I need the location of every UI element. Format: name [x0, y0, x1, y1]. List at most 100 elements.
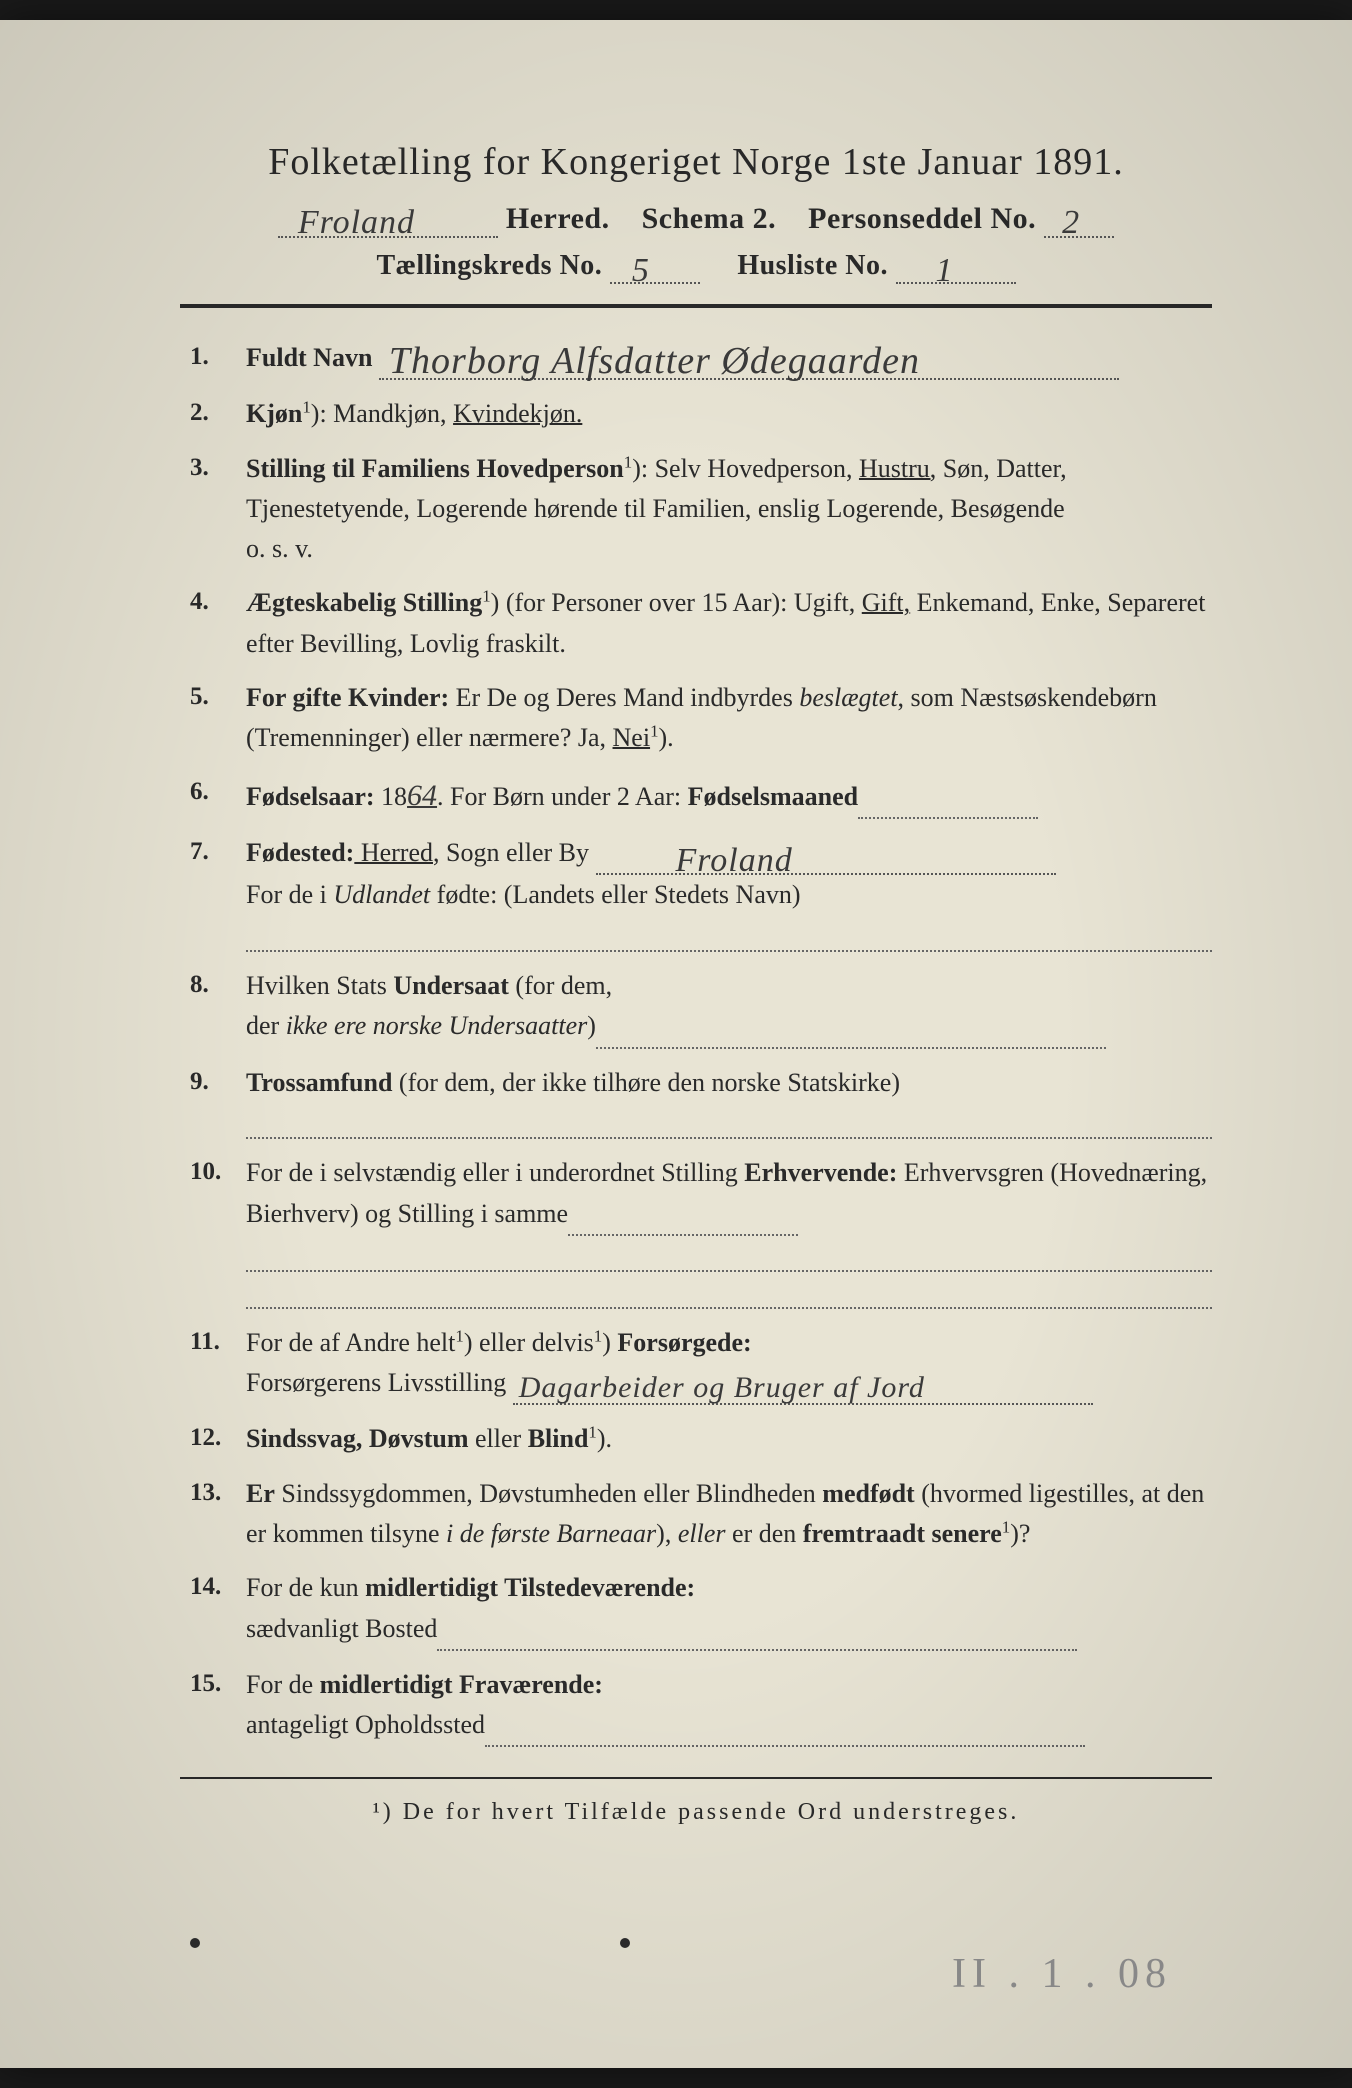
item-7: 7. Fødested: Herred, Sogn eller By Frola…	[190, 833, 1212, 952]
sup: 1	[482, 587, 490, 606]
sup: 1	[1002, 1517, 1010, 1536]
header-line-2: Froland Herred. Schema 2. Personseddel N…	[180, 202, 1212, 238]
text: Sindssygdommen, Døvstumheden eller Blind…	[275, 1479, 822, 1508]
text: Hvilken Stats	[246, 971, 393, 1000]
census-form-page: Folketælling for Kongeriget Norge 1ste J…	[0, 20, 1352, 2068]
text-italic: Udlandet	[333, 880, 430, 909]
label: Trossamfund	[246, 1068, 392, 1097]
etc: o. s. v.	[246, 529, 1212, 569]
text: er den	[726, 1519, 803, 1548]
text: For de kun	[246, 1573, 365, 1602]
label: Stilling til Familiens Hovedperson	[246, 454, 624, 483]
item-content: Er Sindssygdommen, Døvstumheden eller Bl…	[246, 1474, 1212, 1555]
text: ),	[656, 1519, 678, 1548]
item-num: 7.	[190, 833, 246, 952]
sup: 1	[650, 722, 658, 741]
item-num: 9.	[190, 1063, 246, 1140]
label: For gifte Kvinder:	[246, 683, 449, 712]
hole-mark	[620, 1938, 630, 1948]
blank-line	[246, 1103, 1212, 1139]
text: )?	[1010, 1519, 1030, 1548]
kreds-field: 5	[610, 250, 700, 284]
text: Er De og Deres Mand indbyrdes	[449, 683, 799, 712]
item-num: 15.	[190, 1665, 246, 1748]
footnote: ¹) De for hvert Tilfælde passende Ord un…	[180, 1799, 1212, 1826]
schema-label: Schema 2.	[642, 202, 777, 235]
blank-field	[437, 1609, 1077, 1651]
item-num: 1.	[190, 338, 246, 380]
item-num: 14.	[190, 1568, 246, 1651]
sup: 1	[624, 452, 632, 471]
label: fremtraadt senere	[803, 1519, 1002, 1548]
item-2: 2. Kjøn1): Mandkjøn, Kvindekjøn.	[190, 394, 1212, 434]
item-content: For de af Andre helt1) eller delvis1) Fo…	[246, 1323, 1212, 1406]
item-12: 12. Sindssvag, Døvstum eller Blind1).	[190, 1419, 1212, 1459]
item-num: 12.	[190, 1419, 246, 1459]
item-num: 11.	[190, 1323, 246, 1406]
text: der	[246, 1011, 286, 1040]
item-4: 4. Ægteskabelig Stilling1) (for Personer…	[190, 583, 1212, 664]
item-num: 8.	[190, 966, 246, 1049]
birthplace-field: Froland	[596, 833, 1056, 875]
item-content: Trossamfund (for dem, der ikke tilhøre d…	[246, 1063, 1212, 1140]
form-items: 1. Fuldt Navn Thorborg Alfsdatter Ødegaa…	[180, 338, 1212, 1747]
text: For de i selvstændig eller i underordnet…	[246, 1158, 744, 1187]
item-content: Sindssvag, Døvstum eller Blind1).	[246, 1419, 1212, 1459]
item-num: 6.	[190, 773, 246, 820]
selected: Hustru,	[859, 454, 936, 483]
form-title: Folketælling for Kongeriget Norge 1ste J…	[180, 140, 1212, 184]
text: Sogn eller By	[440, 838, 590, 867]
item-num: 4.	[190, 583, 246, 664]
sup: 1	[588, 1423, 596, 1442]
footer-rule	[180, 1777, 1212, 1779]
text-italic: ikke ere norske Undersaatter	[286, 1011, 588, 1040]
sup: 1	[455, 1326, 463, 1345]
item-content: For de kun midlertidigt Tilstedeværende:…	[246, 1568, 1212, 1651]
item-content: Kjøn1): Mandkjøn, Kvindekjøn.	[246, 394, 1212, 434]
label: midlertidigt Fraværende:	[320, 1670, 603, 1699]
sup: 1	[302, 398, 310, 417]
herred-field: Froland	[278, 202, 498, 238]
name-field: Thorborg Alfsdatter Ødegaarden	[379, 338, 1119, 380]
form-header: Folketælling for Kongeriget Norge 1ste J…	[180, 140, 1212, 284]
text-italic: eller	[678, 1519, 726, 1548]
text: ).	[659, 723, 674, 752]
personseddel-value: 2	[1062, 204, 1080, 238]
label: Fuldt Navn	[246, 343, 372, 372]
item-content: Ægteskabelig Stilling1) (for Personer ov…	[246, 583, 1212, 664]
item-content: For de midlertidigt Fraværende: antageli…	[246, 1665, 1212, 1748]
label: Erhvervende:	[744, 1158, 897, 1187]
label: Er	[246, 1479, 275, 1508]
item-8: 8. Hvilken Stats Undersaat (for dem, der…	[190, 966, 1212, 1049]
personseddel-field: 2	[1044, 202, 1114, 238]
text: )	[587, 1011, 596, 1040]
item-num: 13.	[190, 1474, 246, 1555]
header-line-3: Tællingskreds No. 5 Husliste No. 1	[180, 250, 1212, 284]
herred-label: Herred.	[506, 202, 610, 235]
text-italic: beslægtet	[799, 683, 897, 712]
item-9: 9. Trossamfund (for dem, der ikke tilhør…	[190, 1063, 1212, 1140]
blank-line	[246, 1272, 1212, 1308]
header-rule	[180, 304, 1212, 308]
item-content: Fødested: Herred, Sogn eller By Froland …	[246, 833, 1212, 952]
text: sædvanligt Bosted	[246, 1614, 437, 1643]
text: ) (for Personer over 15 Aar): Ugift,	[491, 588, 862, 617]
provider-value: Dagarbeider og Bruger af Jord	[519, 1365, 925, 1405]
year-value: 64	[407, 779, 437, 812]
item-content: For de i selvstændig eller i underordnet…	[246, 1153, 1212, 1308]
selected: Nei	[613, 723, 651, 752]
blank-field	[596, 1006, 1106, 1048]
item-14: 14. For de kun midlertidigt Tilstedevære…	[190, 1568, 1212, 1651]
text: (for dem, der ikke tilhøre den norske St…	[392, 1068, 900, 1097]
text: Forsørgerens Livsstilling	[246, 1368, 506, 1397]
text: For de	[246, 1670, 320, 1699]
text: fødte: (Landets eller Stedets Navn)	[430, 880, 800, 909]
provider-field: Dagarbeider og Bruger af Jord	[513, 1363, 1093, 1405]
label: Fødselsmaaned	[688, 782, 858, 811]
blank-line	[246, 916, 1212, 952]
birthplace-value: Froland	[676, 835, 793, 875]
blank-field	[485, 1705, 1085, 1747]
label: Fødested:	[246, 838, 354, 867]
label: Blind	[528, 1424, 589, 1453]
herred-value: Froland	[298, 204, 415, 238]
